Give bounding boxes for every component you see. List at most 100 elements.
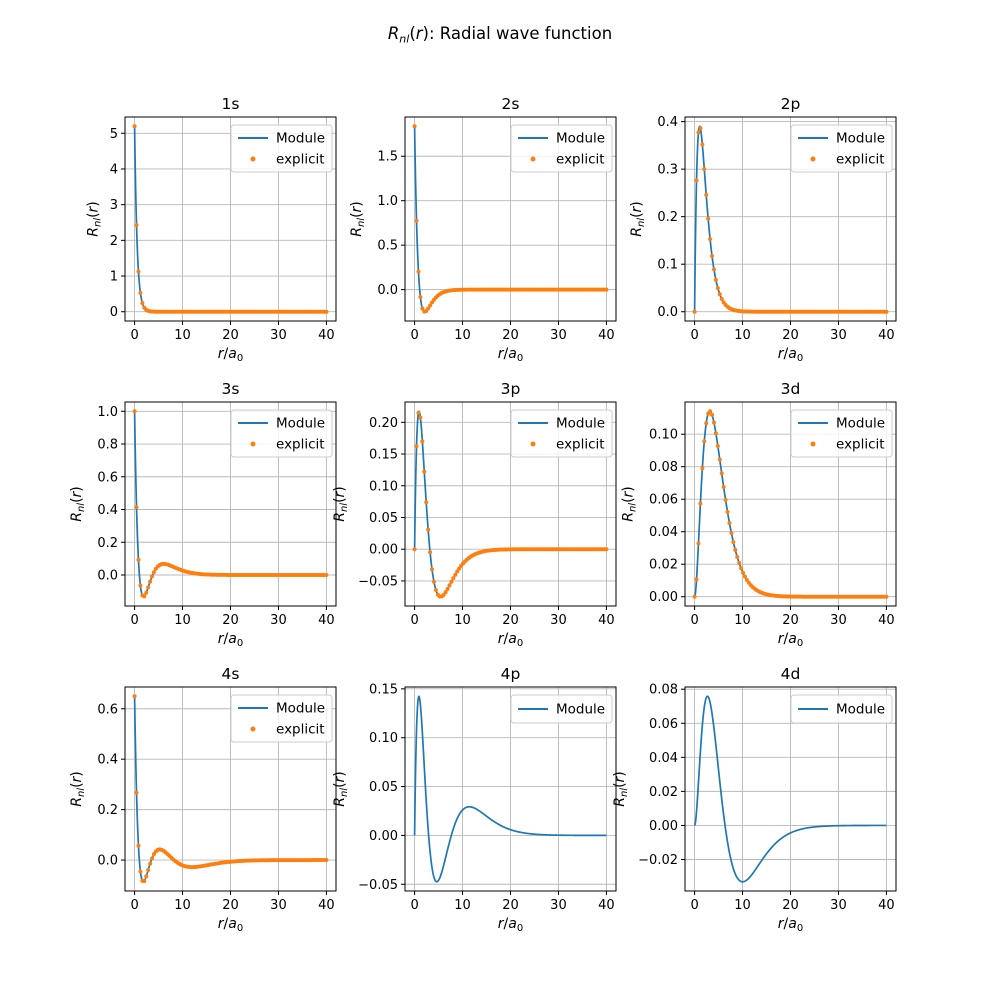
legend-label: Module	[556, 416, 605, 432]
legend: Module	[790, 694, 893, 724]
legend-marker-sample	[250, 441, 256, 447]
data-point	[134, 505, 139, 510]
y-tick-label: −0.05	[358, 574, 398, 589]
legend-marker-sample	[530, 441, 536, 447]
panel-title: 2p	[781, 95, 801, 113]
panel-title: 2s	[502, 95, 520, 113]
data-point	[710, 253, 715, 258]
y-tick-label: −0.02	[638, 853, 678, 868]
x-tick-label: 0	[130, 613, 138, 628]
y-tick-label: 0.00	[369, 829, 398, 844]
x-tick-label: 40	[878, 898, 895, 913]
data-point	[416, 410, 421, 415]
x-tick-label: 30	[830, 898, 847, 913]
explicit-dots	[132, 124, 329, 314]
grid	[125, 687, 336, 891]
y-axis-label: Rnl(r)	[69, 486, 87, 522]
data-point	[138, 869, 143, 874]
data-point	[704, 421, 709, 426]
x-axis-ticks: 0 10 20 30 40	[690, 606, 895, 628]
data-point	[692, 594, 697, 599]
x-axis-ticks: 0 10 20 30 40	[410, 891, 615, 913]
x-axis-label: r/a0	[218, 916, 243, 934]
y-tick-label: 0.02	[649, 785, 678, 800]
data-point	[151, 852, 156, 857]
y-tick-label: 0.4	[97, 753, 118, 768]
x-tick-label: 20	[222, 898, 239, 913]
legend: Module explicit	[230, 124, 333, 173]
legend: Module explicit	[230, 694, 333, 743]
explicit-dots	[132, 409, 329, 599]
x-axis-label: r/a0	[778, 631, 803, 649]
figure-suptitle: Rnl(r): Radial wave function	[0, 24, 1000, 46]
data-point	[692, 309, 697, 314]
data-point	[324, 309, 329, 314]
data-point	[715, 443, 720, 448]
x-axis-ticks: 0 10 20 30 40	[130, 321, 335, 343]
panel-4s: 0 10 20 30 40 0.0 0.2 0.4 0.6 4s Rnl(r) r/a0 Module e…	[69, 665, 337, 934]
y-tick-label: 0.08	[649, 683, 678, 698]
x-tick-label: 10	[174, 328, 191, 343]
x-tick-label: 10	[454, 328, 471, 343]
y-tick-label: 0.10	[369, 731, 398, 746]
y-axis-ticks: 0.00 0.02 0.04 0.06 0.08 0.10	[649, 428, 685, 605]
data-point	[138, 290, 143, 295]
panel-3p: 0 10 20 30 40 −0.05 0.00 0.05 0.10 0.15 0.20 3p Rnl(…	[332, 380, 617, 649]
explicit-dots	[692, 126, 889, 314]
panel-title: 3d	[781, 380, 801, 398]
y-axis-ticks: −0.05 0.00 0.05 0.10 0.15	[358, 682, 405, 893]
x-tick-label: 0	[690, 613, 698, 628]
x-tick-label: 30	[270, 898, 287, 913]
x-tick-label: 40	[318, 613, 335, 628]
y-tick-label: 0.5	[377, 239, 398, 254]
explicit-dots	[692, 409, 889, 599]
x-axis-label: r/a0	[218, 631, 243, 649]
y-tick-label: 2	[110, 234, 118, 249]
legend-label: Module	[836, 131, 885, 147]
x-tick-label: 20	[222, 613, 239, 628]
suptitle-symbol: R	[387, 24, 400, 43]
data-point	[426, 527, 431, 532]
x-tick-label: 40	[878, 328, 895, 343]
x-tick-label: 10	[734, 613, 751, 628]
x-axis-label: r/a0	[498, 346, 523, 364]
x-tick-label: 30	[830, 613, 847, 628]
y-tick-label: 0.2	[657, 210, 678, 225]
y-axis-label: Rnl(r)	[349, 201, 367, 237]
y-axis-label: Rnl(r)	[620, 486, 638, 522]
module-line	[693, 695, 887, 883]
legend-label: Module	[556, 131, 605, 147]
data-point	[704, 192, 709, 197]
data-point	[698, 501, 703, 506]
legend-label: Module	[836, 702, 885, 718]
x-tick-label: 40	[318, 898, 335, 913]
data-point	[150, 574, 155, 579]
data-point	[727, 521, 732, 526]
y-tick-label: 4	[110, 162, 118, 177]
data-point	[138, 583, 143, 588]
data-point	[422, 469, 427, 474]
data-point	[710, 412, 715, 417]
data-point	[694, 178, 699, 183]
y-tick-label: −0.05	[358, 878, 398, 893]
x-tick-label: 10	[454, 613, 471, 628]
x-axis-label: r/a0	[778, 346, 803, 364]
data-point	[132, 694, 137, 699]
legend-marker-sample	[530, 156, 536, 162]
data-point	[433, 587, 438, 592]
data-point	[702, 439, 707, 444]
data-point	[725, 509, 730, 514]
x-axis-ticks: 0 10 20 30 40	[130, 891, 335, 913]
y-tick-label: 0.2	[97, 803, 118, 818]
data-point	[723, 497, 728, 502]
panel-2s: 0 10 20 30 40 0.0 0.5 1.0 1.5 2s Rnl(r) r/a0 Module e…	[349, 95, 617, 364]
data-point	[142, 878, 147, 883]
x-tick-label: 10	[174, 898, 191, 913]
legend: Module explicit	[510, 124, 613, 173]
x-tick-label: 10	[734, 328, 751, 343]
data-point	[696, 130, 701, 135]
data-point	[418, 295, 423, 300]
x-tick-label: 40	[598, 898, 615, 913]
data-point	[713, 431, 718, 436]
